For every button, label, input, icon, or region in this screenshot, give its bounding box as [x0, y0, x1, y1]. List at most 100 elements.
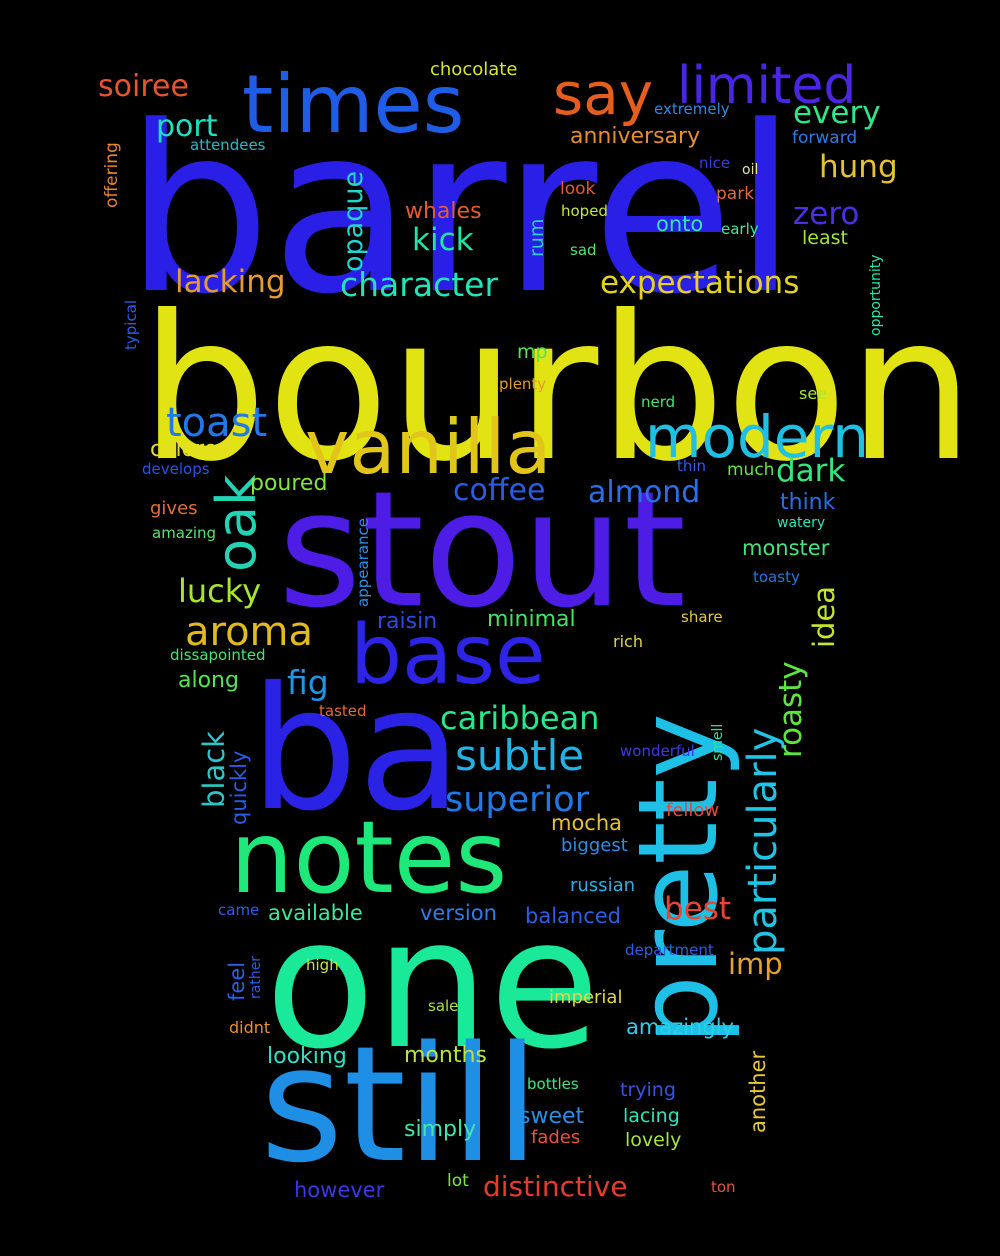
- word-trying: trying: [620, 1079, 676, 1101]
- word-lovely: lovely: [625, 1129, 682, 1151]
- word-character: character: [340, 265, 499, 304]
- word-poured: poured: [250, 471, 328, 496]
- word-mocha: mocha: [551, 811, 623, 835]
- word-lacking: lacking: [175, 264, 286, 300]
- word-times: times: [242, 58, 465, 151]
- word-simply: simply: [404, 1117, 477, 1142]
- word-smell: smell: [710, 723, 726, 761]
- word-raisin: raisin: [377, 609, 438, 634]
- word-department: department: [625, 941, 714, 959]
- word-plenty: plenty: [499, 375, 547, 393]
- word-imperial: imperial: [549, 987, 623, 1008]
- word-see: see: [799, 384, 828, 403]
- word-bottles: bottles: [527, 1075, 579, 1093]
- word-early: early: [721, 220, 759, 238]
- word-park: park: [716, 184, 755, 204]
- word-toast: toast: [166, 400, 268, 446]
- word-biggest: biggest: [561, 835, 628, 856]
- word-amazingly: amazingly: [626, 1015, 734, 1039]
- word-kick: kick: [412, 222, 474, 258]
- word-hoped: hoped: [561, 202, 608, 220]
- word-limited: limited: [677, 56, 857, 116]
- word-least: least: [802, 227, 848, 249]
- word-offering: offering: [102, 142, 122, 208]
- word-one: one: [265, 880, 600, 1089]
- word-particularly: particularly: [740, 727, 786, 955]
- word-bourbon: bourbon: [140, 273, 975, 506]
- word-idea: idea: [807, 585, 841, 648]
- word-barrel: barrel: [125, 78, 798, 345]
- word-forward: forward: [792, 128, 858, 148]
- word-extremely: extremely: [654, 100, 730, 118]
- word-dissapointed: dissapointed: [170, 646, 266, 664]
- word-fades: fades: [531, 1127, 581, 1148]
- word-much: much: [727, 460, 775, 480]
- word-sweet: sweet: [519, 1104, 585, 1129]
- word-whales: whales: [405, 199, 482, 224]
- word-vanilla: vanilla: [305, 403, 552, 491]
- word-toasty: toasty: [753, 568, 800, 586]
- word-rich: rich: [613, 632, 643, 651]
- word-stout: stout: [278, 456, 687, 643]
- word-roasty: roasty: [773, 661, 809, 758]
- word-fellow: fellow: [666, 800, 720, 821]
- word-russian: russian: [570, 875, 636, 896]
- word-ba: ba: [250, 651, 463, 849]
- word-share: share: [681, 608, 723, 626]
- word-lacing: lacing: [623, 1105, 680, 1127]
- word-rum: rum: [526, 218, 548, 257]
- word-chocolate: chocolate: [430, 59, 518, 80]
- word-thin: thin: [677, 457, 707, 475]
- word-quickly: quickly: [227, 750, 251, 825]
- word-nerd: nerd: [641, 393, 676, 411]
- word-monster: monster: [742, 536, 830, 560]
- word-ton: ton: [711, 1178, 736, 1196]
- word-anniversary: anniversary: [570, 124, 701, 149]
- word-feel: feel: [225, 961, 249, 1001]
- word-opportunity: opportunity: [868, 254, 884, 336]
- word-rather: rather: [248, 955, 264, 999]
- word-mp: mp: [517, 341, 548, 363]
- word-minimal: minimal: [487, 607, 576, 632]
- word-attendees: attendees: [190, 136, 266, 154]
- word-version: version: [420, 901, 497, 925]
- word-notes: notes: [230, 799, 508, 916]
- word-another: another: [746, 1050, 770, 1133]
- word-available: available: [268, 901, 363, 925]
- word-aroma: aroma: [185, 609, 314, 655]
- word-black: black: [197, 731, 231, 808]
- word-hung: hung: [819, 149, 898, 185]
- word-subtle: subtle: [455, 731, 585, 780]
- word-zero: zero: [793, 196, 860, 232]
- word-expectations: expectations: [600, 265, 800, 301]
- word-dark: dark: [776, 453, 846, 489]
- word-look: look: [560, 179, 596, 199]
- word-almond: almond: [588, 475, 701, 510]
- word-opaque: opaque: [338, 170, 369, 272]
- word-still: still: [260, 1011, 540, 1198]
- word-distinctive: distinctive: [483, 1170, 628, 1203]
- word-gives: gives: [150, 498, 198, 519]
- word-superior: superior: [445, 780, 590, 820]
- word-coffee: coffee: [453, 473, 546, 508]
- word-oil: oil: [742, 162, 759, 178]
- word-onto: onto: [656, 212, 704, 236]
- word-nice: nice: [699, 154, 731, 172]
- word-wonderful: wonderful: [620, 742, 695, 760]
- word-didnt: didnt: [229, 1018, 271, 1037]
- word-colored: colored: [150, 437, 232, 462]
- word-along: along: [178, 668, 239, 693]
- word-caribbean: caribbean: [440, 699, 600, 737]
- word-every: every: [793, 95, 881, 131]
- word-high: high: [306, 956, 339, 974]
- word-imp: imp: [728, 947, 783, 981]
- word-pretty: pretty: [614, 713, 742, 1045]
- word-looking: looking: [267, 1044, 347, 1069]
- word-amazing: amazing: [152, 524, 217, 542]
- word-fig: fig: [287, 663, 329, 702]
- word-appearance: appearance: [354, 518, 372, 607]
- word-watery: watery: [777, 515, 826, 531]
- word-however: however: [294, 1178, 385, 1202]
- word-say: say: [553, 60, 654, 128]
